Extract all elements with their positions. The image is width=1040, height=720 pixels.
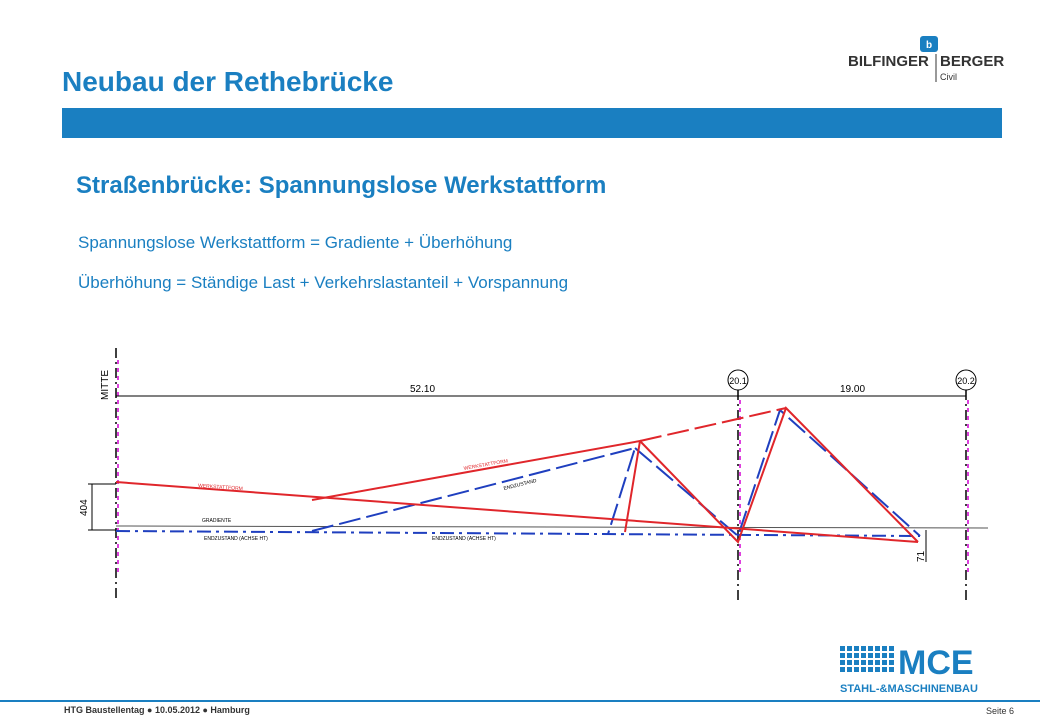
mce-sub: STAHL-&MASCHINENBAU [840,683,978,695]
header-bar [62,108,1002,138]
label-20-2: 20.2 [957,376,975,386]
axis-bubble-20-1 [727,369,749,391]
dim-404: 404 [80,499,90,516]
footer-text: HTG Baustellentag ● 10.05.2012 ● Hamburg [64,705,250,715]
formula-line-2: Überhöhung = Ständige Last + Verkehrslas… [78,273,569,292]
bilfinger-berger-logo: b BILFINGER BERGER Civil [848,36,1004,82]
page-number: Seite 6 [985,706,1014,716]
werkstattform-truss [639,406,919,544]
endzustand-truss [634,408,921,538]
bridge-camber-diagram: MITTE 52.10 19.00 20.1 20.2 404 GRADIENT… [80,348,989,602]
slide-title: Neubau der Rethebrücke [62,66,394,97]
dim-19-00: 19.00 [840,384,865,395]
logo-bilfinger: BILFINGER [848,53,929,70]
logo-berger: BERGER [940,53,1004,70]
label-gradiente: GRADIENTE [202,518,232,524]
logo-civil: Civil [940,72,957,82]
label-werkstattform-1: WERKSTATTFORM [198,483,243,492]
mce-brand: MCE [898,644,974,682]
label-werkstattform-2: WERKSTATTFORM [463,458,508,472]
label-endzustand-achse-2: ENDZUSTAND (ACHSE HT) [432,536,496,542]
label-mitte: MITTE [100,370,111,400]
axis-bubble-20-2 [955,369,977,391]
werkstattform-lower [115,481,919,543]
label-20-1: 20.1 [729,376,747,386]
gradiente-line [115,525,989,529]
formula-line-1: Spannungslose Werkstattform = Gradiente … [78,233,513,252]
mce-dot-grid [840,646,894,672]
label-endzustand-achse-1: ENDZUSTAND (ACHSE HT) [204,536,268,542]
mce-logo: MCE STAHL-&MASCHINENBAU [840,644,978,695]
footer-line [0,700,1040,702]
dim-71: 71 [916,550,927,562]
dim-52-10: 52.10 [410,384,435,395]
svg-text:b: b [926,40,932,51]
section-subtitle: Straßenbrücke: Spannungslose Werkstattfo… [76,172,607,199]
endzustand-upper [311,446,637,535]
